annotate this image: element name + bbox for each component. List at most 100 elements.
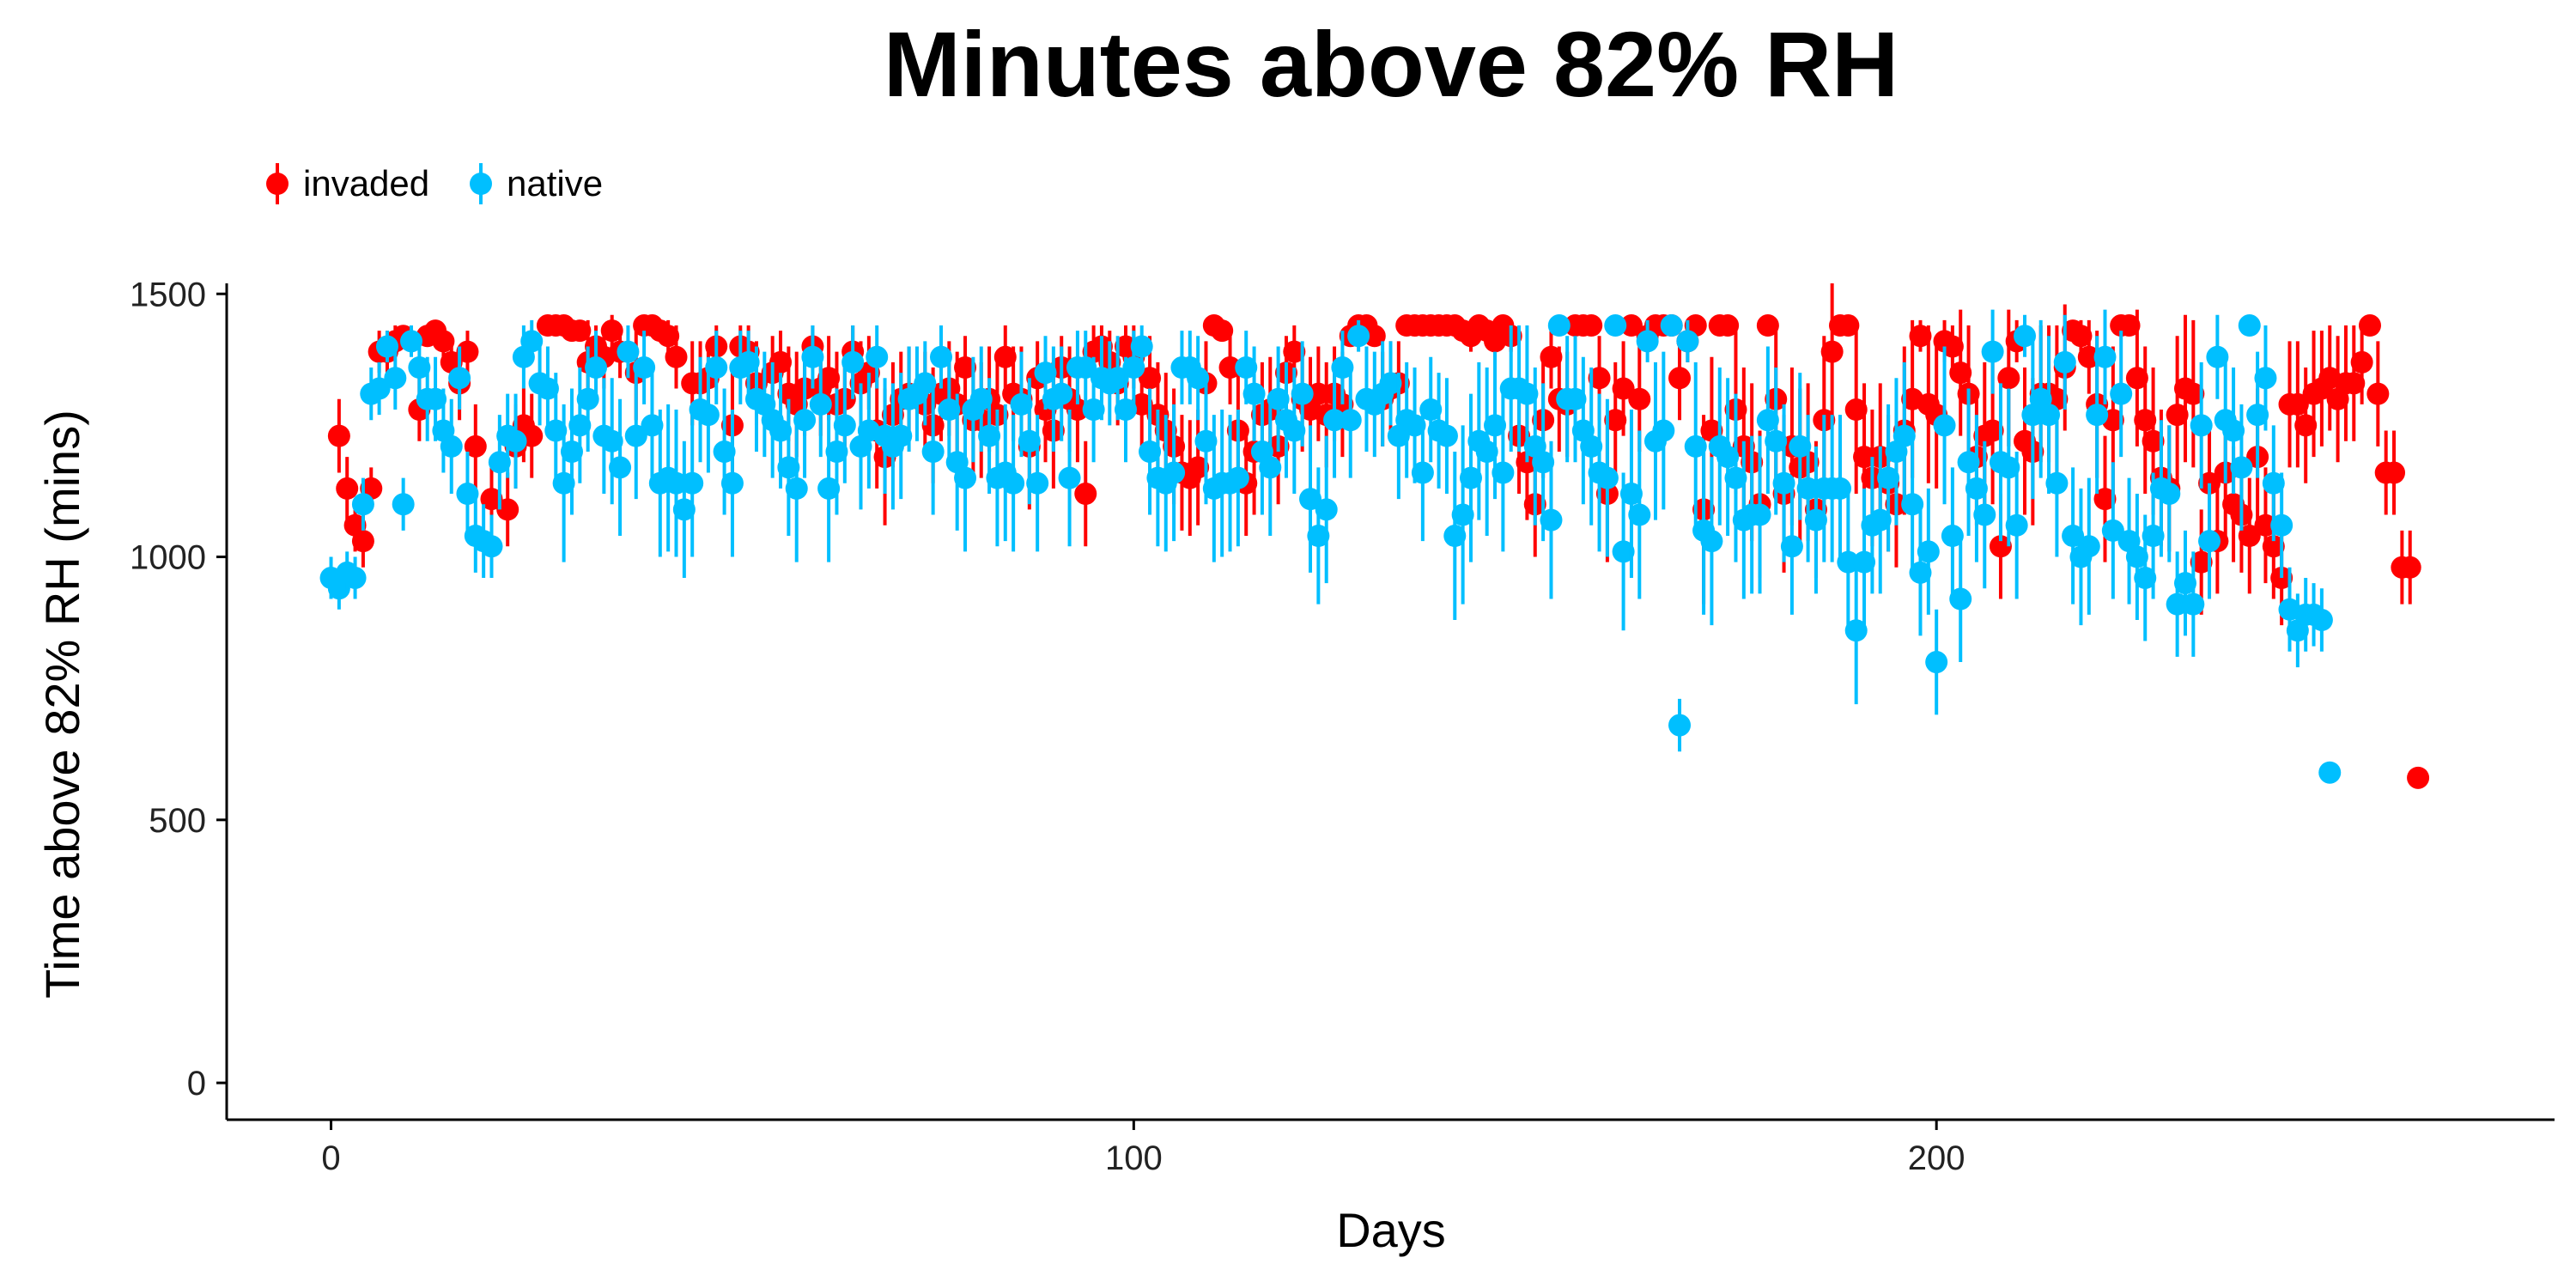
data-point (1106, 367, 1129, 390)
data-point (1339, 409, 1362, 432)
data-point (1267, 387, 1290, 410)
data-point (2142, 429, 2165, 453)
data-point (585, 356, 608, 380)
data-point (576, 387, 599, 410)
y-tick-label: 500 (149, 802, 206, 840)
data-point (2166, 592, 2189, 616)
data-point (672, 498, 696, 521)
data-point (2062, 525, 2085, 548)
data-point (2038, 404, 2061, 427)
data-point (1837, 550, 1860, 574)
data-point (633, 356, 656, 380)
data-point (713, 440, 736, 464)
data-point (1684, 434, 1707, 458)
data-point (1724, 466, 1747, 489)
data-point (1058, 466, 1081, 489)
y-tick-label: 1000 (130, 539, 206, 577)
data-point (1820, 340, 1844, 363)
data-point (1981, 419, 2004, 442)
data-point (1419, 398, 1443, 422)
data-point (2310, 609, 2333, 632)
x-tick-label: 0 (321, 1139, 340, 1177)
data-point (2158, 483, 2181, 506)
data-point (1628, 503, 1651, 526)
data-point (1933, 414, 1956, 437)
data-point (2318, 761, 2342, 784)
data-point (665, 345, 688, 368)
data-point (1018, 429, 1041, 453)
data-point (1475, 440, 1498, 464)
data-point (1218, 356, 1242, 380)
data-point (696, 404, 720, 427)
data-point (641, 414, 664, 437)
data-point (2110, 382, 2133, 405)
data-point (1619, 314, 1643, 337)
data-point (1026, 471, 1049, 495)
data-point (1949, 587, 1972, 611)
data-point (2262, 471, 2285, 495)
data-point (2270, 513, 2293, 537)
data-point (1997, 367, 2020, 390)
data-point (456, 340, 479, 363)
data-point (1235, 356, 1258, 380)
data-point (1668, 367, 1692, 390)
data-point (2166, 404, 2189, 427)
data-point (600, 319, 623, 343)
data-point (1628, 387, 1651, 410)
data-point (866, 345, 889, 368)
y-tick-label: 1500 (130, 276, 206, 313)
data-point (1941, 335, 1964, 358)
data-point (1002, 471, 1025, 495)
data-point (1347, 325, 1370, 348)
data-point (705, 356, 728, 380)
data-point (488, 451, 511, 474)
data-point (1283, 340, 1306, 363)
y-axis-title: Time above 82% RH (mins) (35, 410, 89, 999)
data-point (785, 477, 808, 500)
data-point (2173, 572, 2196, 595)
data-point (1194, 429, 1218, 453)
data-point (1379, 372, 1402, 395)
data-point (424, 387, 447, 410)
data-point (1074, 483, 1097, 506)
data-point (657, 325, 680, 348)
data-point (1283, 419, 1306, 442)
data-point (809, 392, 832, 416)
data-point (1307, 382, 1330, 405)
data-point (2222, 419, 2245, 442)
data-point (1765, 429, 1788, 453)
data-point (2045, 471, 2069, 495)
data-point (2254, 367, 2277, 390)
data-point (817, 367, 841, 390)
data-point (2053, 350, 2076, 374)
data-point (1973, 503, 1996, 526)
data-point (1443, 525, 1467, 548)
data-point (1925, 651, 1948, 674)
data-point (1516, 382, 1539, 405)
data-point (1676, 330, 1699, 353)
data-point (1435, 424, 1458, 447)
axis-ticks: 0 500 1000 1500 0 100 200 (130, 276, 1965, 1177)
data-point (1844, 398, 1868, 422)
data-point (2014, 325, 2037, 348)
data-point (440, 434, 463, 458)
data-point (1459, 466, 1482, 489)
data-point (1901, 493, 1924, 516)
data-point (2093, 488, 2117, 511)
data-point (432, 330, 455, 353)
data-point (938, 398, 961, 422)
data-point (2086, 404, 2109, 427)
data-point (1580, 314, 1603, 337)
data-point (351, 530, 374, 553)
data-point (1492, 461, 1515, 484)
data-point (544, 419, 568, 442)
data-point (2206, 345, 2229, 368)
data-point (1484, 414, 1507, 437)
data-point (480, 488, 503, 511)
data-point (375, 335, 398, 358)
data-point (2286, 392, 2309, 416)
legend: invaded native (266, 163, 603, 204)
x-tick-label: 200 (1908, 1139, 1965, 1177)
data-point (1612, 377, 1635, 400)
